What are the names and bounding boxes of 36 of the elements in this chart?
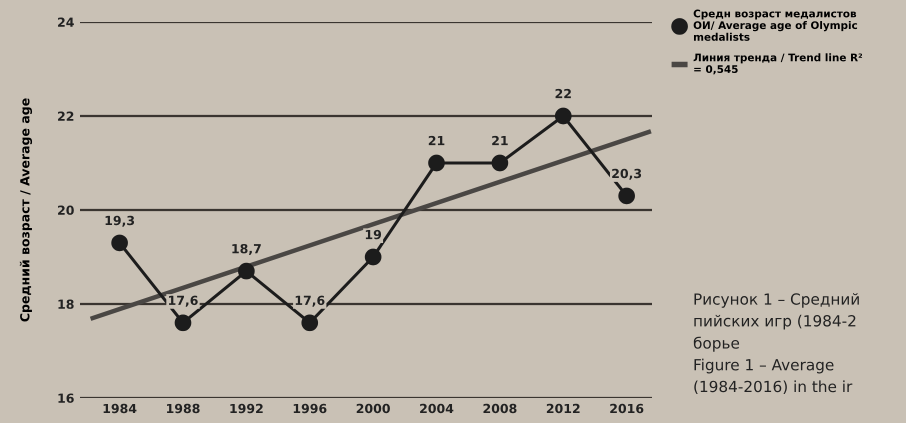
point xyxy=(111,234,128,252)
data-label: 18,7 xyxy=(232,244,261,255)
y-axis-title: Средний возраст / Average age xyxy=(20,98,32,322)
point xyxy=(618,188,635,204)
data-label: 20,3 xyxy=(612,168,642,180)
point xyxy=(174,314,192,332)
x-tick-label: 2016 xyxy=(610,404,644,414)
legend-label: Средн возраст медалистов ОИ/ Average age of Olympic medalists xyxy=(694,10,858,41)
data-label: 21 xyxy=(428,136,444,146)
x-tick-label: 1992 xyxy=(230,404,263,414)
point xyxy=(301,314,318,332)
data-label: 22 xyxy=(556,88,571,98)
x-tick-label: 1996 xyxy=(294,404,326,414)
y-tick-label: 18 xyxy=(58,299,74,309)
point xyxy=(554,108,572,124)
x-tick-label: 1988 xyxy=(167,404,200,414)
point xyxy=(492,154,508,172)
y-tick-label: 22 xyxy=(58,111,74,121)
point xyxy=(364,248,382,266)
data-label: 17,6 xyxy=(296,296,324,307)
text: Рисунок 1 – Средний пийских игр (1984-2 борье Figure 1 – Average (1984-2016) in the ir xyxy=(694,293,859,394)
legend-label: Линия тренда / Trend line R² = 0,545 xyxy=(694,53,862,74)
data-label: 17,6 xyxy=(168,296,198,307)
x-tick-label: 1984 xyxy=(104,404,136,414)
point xyxy=(428,154,445,172)
y-tick-label: 24 xyxy=(58,17,74,27)
data-label: 19 xyxy=(366,230,382,240)
data-label: 19,3 xyxy=(106,216,134,227)
y-tick-label: 20 xyxy=(58,205,74,215)
x-tick-label: 2008 xyxy=(483,404,517,414)
x-tick-label: 2004 xyxy=(420,404,454,414)
x-tick-label: 2000 xyxy=(356,404,390,414)
y-tick-label: 16 xyxy=(58,393,74,403)
point xyxy=(238,262,255,280)
x-tick-label: 2012 xyxy=(546,404,580,414)
data-label: 21 xyxy=(492,136,508,146)
